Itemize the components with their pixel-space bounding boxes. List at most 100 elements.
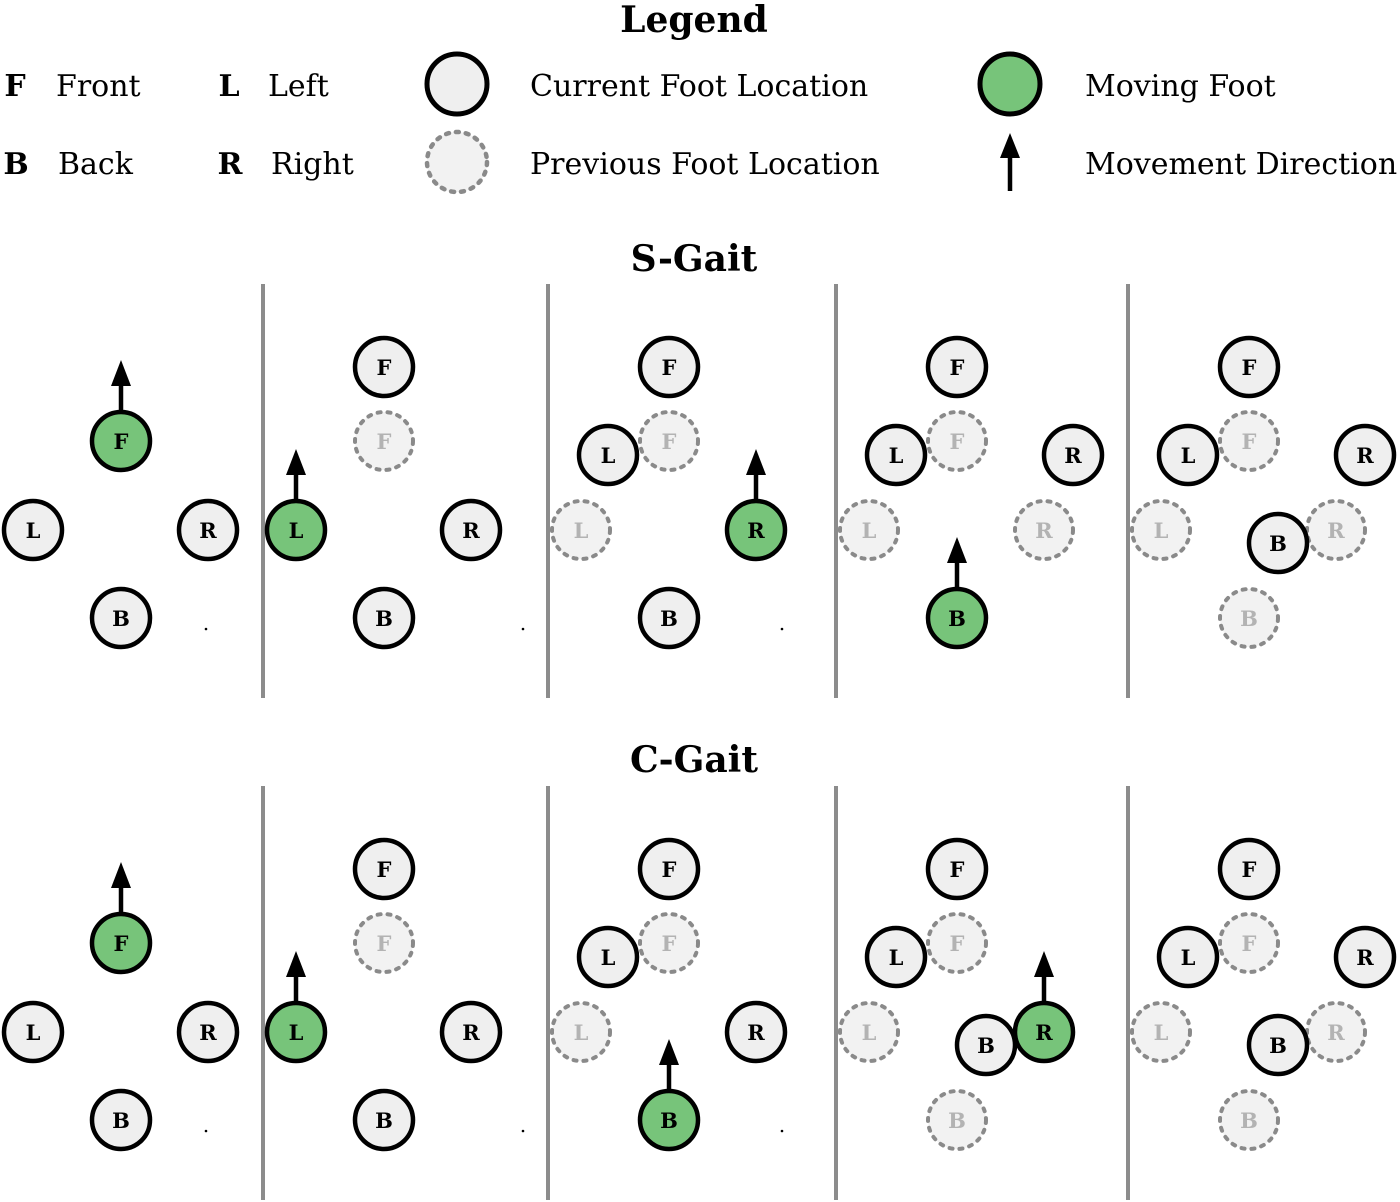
foot-label: F — [114, 429, 129, 454]
gait-panel: L R B F — [1, 360, 240, 650]
foot-current-f — [1217, 335, 1281, 399]
foot-previous-f — [353, 912, 415, 974]
movement-arrow-icon — [286, 951, 306, 1003]
foot-current-f — [925, 837, 989, 901]
foot-previous-f — [353, 410, 415, 472]
foot-label: L — [601, 945, 616, 970]
foot-current-b — [89, 586, 153, 650]
legend-key-front-text: Front — [56, 69, 141, 104]
foot-current-l — [1156, 925, 1220, 989]
foot-label: B — [112, 606, 130, 631]
stray-dot — [521, 1129, 525, 1133]
foot-current-b — [1246, 511, 1310, 575]
foot-current-r — [1041, 423, 1105, 487]
gait-panels-s: L R B F F F R B L F L F L B R F L R F L R B F L R B F L R B — [1, 284, 1397, 698]
gait-panels-c: L R B F F F R B L F L F L R B F L B F L B R F L R B F L R B — [1, 786, 1397, 1200]
legend-current-foot-symbol — [424, 51, 490, 117]
foot-current-b — [1246, 1013, 1310, 1077]
gait-panel: F L R F L R B — [838, 335, 1105, 650]
foot-current-f — [637, 837, 701, 901]
foot-label: F — [662, 857, 677, 882]
legend-key-back-letter: B — [3, 147, 28, 182]
foot-current-b — [352, 586, 416, 650]
legend-key-right-text: Right — [271, 147, 354, 182]
foot-current-l — [864, 423, 928, 487]
legend-current-foot-text: Current Foot Location — [530, 69, 868, 104]
foot-previous-l — [550, 499, 612, 561]
gait-panel: F F R B L — [264, 335, 525, 650]
foot-current-l — [576, 423, 640, 487]
foot-current-r — [176, 498, 240, 562]
gait-section-s: S-Gait L R B F F F R B L F L F L B R F L R F L R B F L R B F L R B — [1, 238, 1397, 698]
foot-previous-f — [638, 410, 700, 472]
foot-current-r — [439, 1000, 503, 1064]
movement-arrow-icon — [286, 449, 306, 501]
foot-current-l — [576, 925, 640, 989]
foot-label: F — [1242, 857, 1257, 882]
legend-key-left-letter: L — [218, 69, 239, 104]
foot-label: B — [375, 606, 393, 631]
gait-section-c: C-Gait L R B F F F R B L F L F L R B F L B F L B R F L R B F L R B — [1, 739, 1397, 1200]
foot-label: R — [1356, 945, 1374, 970]
movement-arrow-icon — [111, 360, 131, 412]
foot-current-f — [352, 837, 416, 901]
foot-previous-r — [1013, 499, 1075, 561]
foot-current-r — [1333, 925, 1397, 989]
foot-current-b — [637, 586, 701, 650]
foot-label: B — [660, 606, 678, 631]
foot-current-r — [1333, 423, 1397, 487]
movement-arrow-icon — [111, 862, 131, 914]
foot-label: L — [1181, 945, 1196, 970]
foot-label: F — [1242, 429, 1257, 454]
legend-key-left-text: Left — [268, 69, 329, 104]
foot-label: R — [462, 518, 480, 543]
foot-previous-f — [1218, 912, 1280, 974]
foot-previous-r — [1305, 499, 1367, 561]
foot-label: B — [1269, 531, 1287, 556]
legend-key-back-text: Back — [58, 147, 134, 182]
movement-arrow-icon — [659, 1039, 679, 1091]
legend-previous-foot-text: Previous Foot Location — [530, 147, 880, 182]
foot-label: B — [375, 1108, 393, 1133]
foot-label: B — [660, 1108, 678, 1133]
foot-label: R — [1035, 1020, 1053, 1045]
foot-current-f — [1217, 837, 1281, 901]
foot-label: R — [747, 1020, 765, 1045]
foot-label: L — [889, 945, 904, 970]
foot-label: R — [747, 518, 765, 543]
foot-current-b — [352, 1088, 416, 1152]
foot-label: L — [289, 518, 304, 543]
foot-label: F — [950, 857, 965, 882]
legend-moving-foot-text: Moving Foot — [1085, 69, 1276, 104]
foot-label: F — [377, 931, 392, 956]
foot-label: F — [662, 429, 677, 454]
foot-label: B — [948, 1108, 966, 1133]
foot-label: F — [1242, 931, 1257, 956]
foot-label: L — [574, 1020, 589, 1045]
foot-previous-b — [926, 1089, 988, 1151]
foot-previous-b — [1218, 1089, 1280, 1151]
foot-label: R — [1035, 518, 1053, 543]
foot-label: R — [1356, 443, 1374, 468]
foot-previous-l — [838, 499, 900, 561]
gait-panel: F L F L B R — [550, 335, 788, 650]
foot-current-r — [439, 498, 503, 562]
foot-label: L — [1154, 518, 1169, 543]
foot-label: F — [114, 931, 129, 956]
foot-previous-l — [838, 1001, 900, 1063]
foot-label: L — [1154, 1020, 1169, 1045]
foot-label: R — [462, 1020, 480, 1045]
foot-label: B — [977, 1033, 995, 1058]
foot-label: L — [601, 443, 616, 468]
foot-previous-f — [638, 912, 700, 974]
stray-dot — [780, 1129, 784, 1133]
foot-current-l — [1, 498, 65, 562]
stray-dot — [204, 627, 208, 631]
foot-label: F — [377, 355, 392, 380]
foot-current-b — [954, 1013, 1018, 1077]
stray-dot — [521, 627, 525, 631]
legend-direction-text: Movement Direction — [1085, 147, 1397, 182]
foot-label: F — [1242, 355, 1257, 380]
foot-label: L — [289, 1020, 304, 1045]
